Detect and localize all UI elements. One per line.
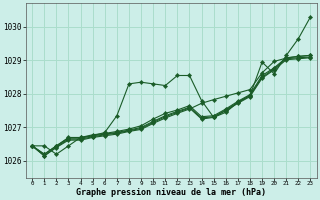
X-axis label: Graphe pression niveau de la mer (hPa): Graphe pression niveau de la mer (hPa): [76, 188, 266, 197]
